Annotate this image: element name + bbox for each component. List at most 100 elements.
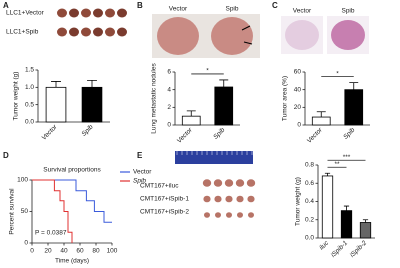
tumor-photo [81,8,91,18]
photo-label: Vector [293,8,312,15]
tumor-photo [57,8,67,18]
tumor-photo [204,212,210,218]
legend-label: Spib [133,178,146,185]
y-axis-label: Tumor area (%) [282,76,289,121]
tumor-photo [225,195,233,203]
bar [311,116,331,126]
tumor-photo [81,27,91,37]
bar [81,86,103,123]
error-bar [316,111,326,118]
y-tick-label: 0 [297,122,301,129]
y-tick-label: 100 [17,177,28,184]
arrow [241,25,251,31]
tumor-photo [247,195,255,203]
y-tick-label: 0.2 [305,216,314,223]
panel-letter: C [272,1,278,10]
bar [45,86,67,123]
y-tick-label: 2 [167,104,171,111]
y-axis-label: Tumor weight (g) [13,72,20,121]
y-tick-label: 0.5 [25,101,34,108]
y-tick-label: 0.4 [305,198,314,205]
bar [344,89,364,126]
error-bar [349,82,359,90]
y-tick-label: 0.8 [305,162,314,169]
y-tick-label: 0 [24,240,28,247]
x-tick-label: iSpib-1 [330,239,350,259]
x-tick-label: Vector [306,126,325,145]
tissue [331,20,365,50]
y-axis-label: Percent survival [9,188,16,235]
y-tick-label: 0 [167,122,171,129]
tumor-photo [224,179,234,187]
panel-letter: D [3,151,9,160]
error-bar [324,172,331,176]
y-tick-label: 20 [294,104,302,111]
tumor-photo [226,212,232,218]
y-tick-label: 40 [294,86,302,93]
error-bar [51,81,61,88]
annotation: P = 0.0387 [35,230,67,237]
x-tick-label: 60 [76,248,84,255]
legend-label: Vector [133,169,152,176]
photo-label: CMT167+iSpib-1 [140,196,189,203]
y-axis-label: Tumor weight (g) [295,177,302,226]
photo-label: Spib [225,6,238,13]
tissue [285,20,319,50]
survival-curve [32,179,73,243]
error-bar [186,110,196,117]
panel-letter: A [3,1,9,10]
tumor-photo [202,179,212,187]
y-tick-label: 0.6 [305,180,314,187]
tumor-photo [117,27,127,37]
bar [340,210,353,239]
y-tick-label: 4 [167,86,171,93]
y-tick-label: 0.0 [305,235,314,242]
x-tick-label: Vector [41,123,60,142]
tumor-photo [248,212,254,218]
x-axis-label: Time (days) [55,258,89,265]
y-tick-label: 60 [294,69,302,76]
photo-label: CMT167+iluc [140,183,179,190]
arrow [243,41,253,45]
x-tick-label: 0 [30,248,34,255]
tumor-photo [105,8,115,18]
error-bar [362,219,369,223]
y-tick-label: 50 [21,208,29,215]
ruler [175,151,253,164]
tumor-photo [203,195,211,203]
tumor-photo [57,27,67,37]
x-tick-label: Spib [212,126,226,140]
significance-label: * [206,68,209,75]
survival-curve [32,179,112,223]
x-tick-label: 80 [92,248,100,255]
x-tick-label: 20 [44,248,52,255]
tumor-photo [236,195,244,203]
tumor-photo [215,212,221,218]
tumor-photo [246,179,256,187]
panel-letter: E [137,151,143,160]
tumor-photo [69,8,79,18]
tumor-photo [213,179,223,187]
panel-letter: B [137,1,143,10]
tumor-photo [93,8,103,18]
chart-title: Survival proportions [43,167,101,174]
tumor-photo [69,27,79,37]
x-tick-label: 40 [60,248,68,255]
significance-label: ** [334,161,340,168]
photo-label: LLC1+Vector [6,10,45,17]
lung-photo [157,17,199,55]
significance-label: * [336,70,339,77]
error-bar [87,80,97,88]
significance-label: *** [343,154,351,161]
tumor-photo [214,195,222,203]
error-bar [219,79,229,88]
error-bar [343,205,350,211]
y-tick-label: 1.0 [25,84,34,91]
bar [321,175,334,239]
x-tick-label: 100 [107,248,118,255]
photo-label: Spib [341,8,354,15]
tumor-photo [237,212,243,218]
photo-label: CMT167+iSpib-2 [140,209,189,216]
y-axis-label: Lung metastatic nodules [151,63,158,134]
